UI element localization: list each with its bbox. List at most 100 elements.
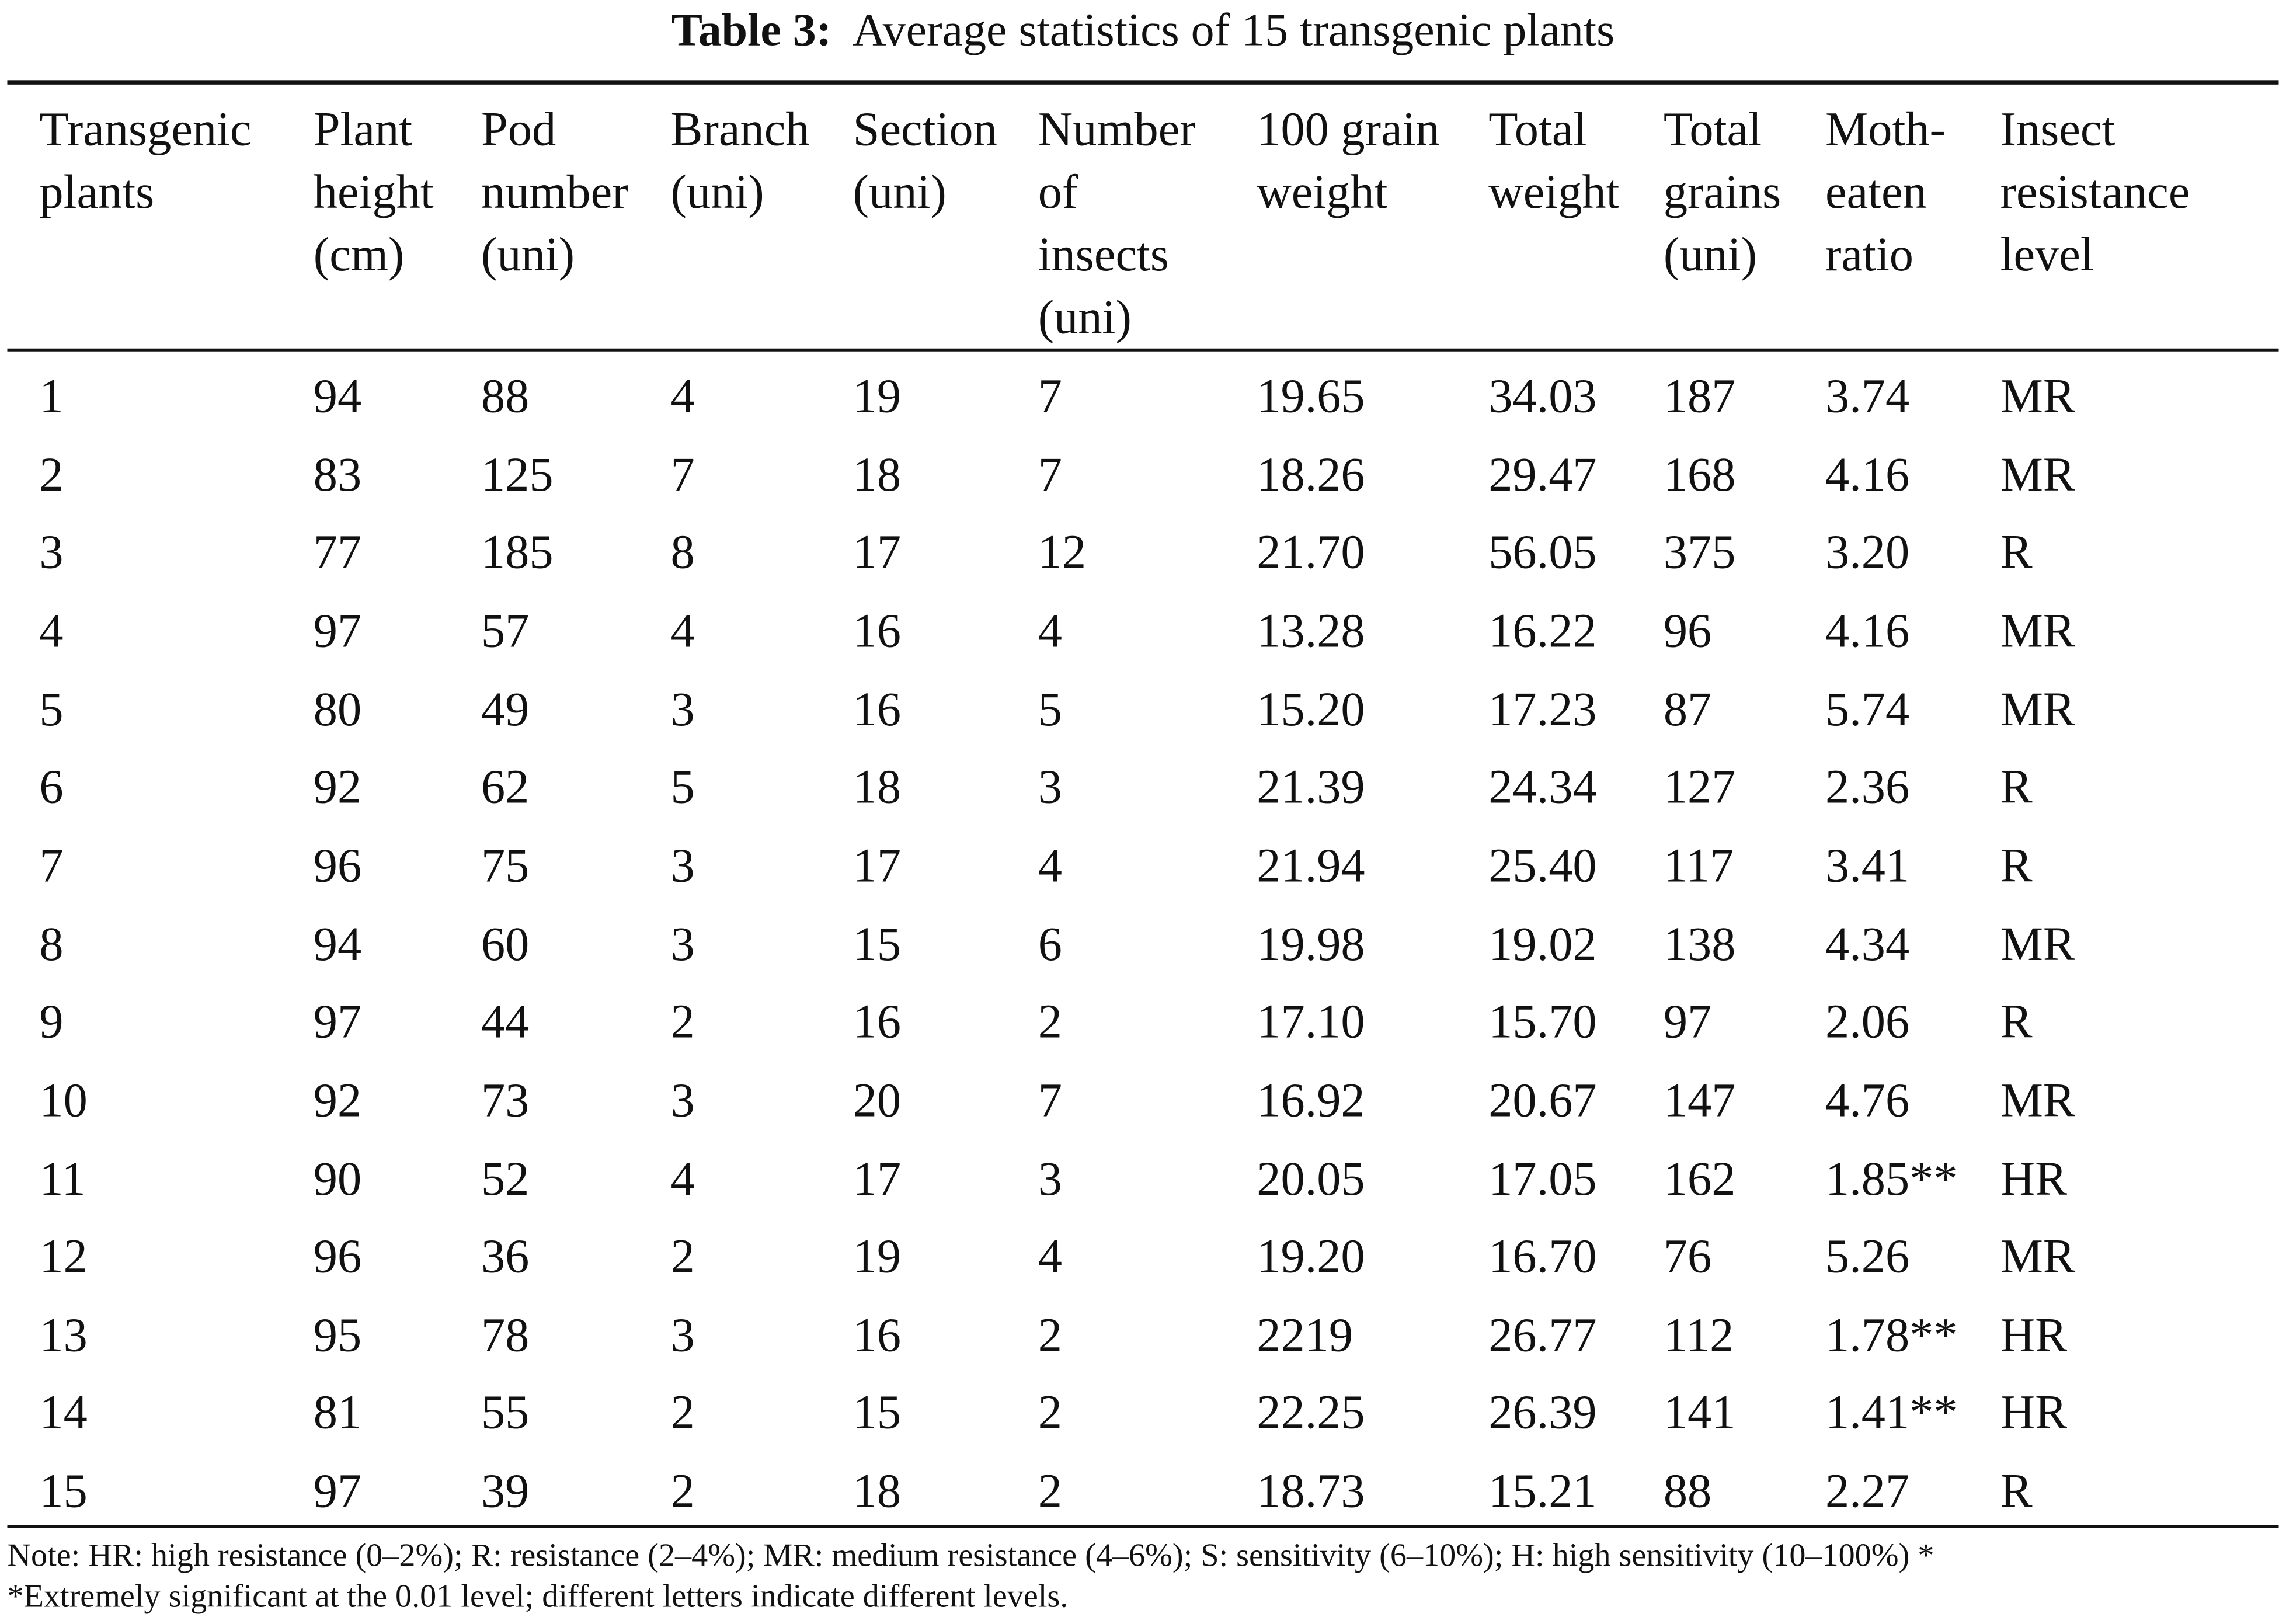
table-cell: 87: [1663, 684, 1712, 737]
table-cell: 5: [1038, 684, 1062, 737]
table-cell: 75: [481, 840, 530, 893]
table-cell: 3: [670, 1074, 695, 1128]
table-cell: 5.26: [1825, 1231, 1910, 1284]
table-cell: 4.16: [1825, 606, 1910, 659]
table-cell: 3: [39, 527, 64, 580]
table-cell: 25.40: [1488, 840, 1597, 893]
table-cell: 90: [313, 1153, 362, 1206]
table-cell: 15.21: [1488, 1466, 1597, 1519]
table-cell: 4: [39, 606, 64, 659]
table-cell: 4.16: [1825, 449, 1910, 502]
title-text: Average statistics of 15 transgenic plan…: [852, 2, 1615, 55]
table-cell: 8: [39, 919, 64, 971]
table-cell: 13.28: [1257, 606, 1365, 659]
header-rule: [7, 348, 2279, 352]
table-cell: 125: [481, 449, 554, 502]
title-label: Table 3:: [671, 2, 832, 55]
table-cell: 7: [1038, 371, 1062, 424]
table-cell: 20: [853, 1074, 902, 1128]
table-cell: 18: [853, 762, 902, 815]
table-cell: 4: [670, 1153, 695, 1206]
table-cell: R: [2000, 997, 2033, 1049]
table-cell: 97: [1663, 997, 1712, 1049]
table-cell: 16.92: [1257, 1074, 1365, 1128]
table-cell: MR: [2000, 1074, 2075, 1128]
table-cell: 3.74: [1825, 371, 1910, 424]
table-cell: 3: [670, 1309, 695, 1362]
header-cell: Total: [1488, 104, 1587, 157]
table-cell: 18.26: [1257, 449, 1365, 502]
table-cell: 1.41**: [1825, 1387, 1958, 1441]
table-cell: 3.20: [1825, 527, 1910, 580]
table-cell: 39: [481, 1466, 530, 1519]
table-cell: 22.25: [1257, 1387, 1365, 1441]
top-rule: [7, 80, 2279, 85]
table-cell: 26.77: [1488, 1309, 1597, 1362]
table-cell: 52: [481, 1153, 530, 1206]
table-cell: 34.03: [1488, 371, 1597, 424]
table-cell: 2: [670, 1387, 695, 1441]
table-cell: 1.78**: [1825, 1309, 1958, 1362]
table-cell: 62: [481, 762, 530, 815]
table-cell: 16: [853, 684, 902, 737]
table-cell: 92: [313, 762, 362, 815]
table-cell: 83: [313, 449, 362, 502]
table-cell: 21.39: [1257, 762, 1365, 815]
table-cell: 10: [39, 1074, 88, 1128]
table-cell: MR: [2000, 684, 2075, 737]
header-cell: (uni): [1038, 292, 1132, 345]
header-cell: Total: [1663, 104, 1762, 157]
table-cell: HR: [2000, 1309, 2068, 1362]
table-cell: 375: [1663, 527, 1736, 580]
table-cell: 88: [481, 371, 530, 424]
table-cell: 95: [313, 1309, 362, 1362]
table-cell: 13: [39, 1309, 88, 1362]
table-cell: 78: [481, 1309, 530, 1362]
table-cell: 2: [1038, 1466, 1062, 1519]
table-cell: 18: [853, 1466, 902, 1519]
table-cell: 29.47: [1488, 449, 1597, 502]
header-cell: Number: [1038, 104, 1196, 157]
table-cell: 55: [481, 1387, 530, 1441]
header-cell: Branch: [670, 104, 810, 157]
table-cell: 3: [670, 840, 695, 893]
header-cell: number: [481, 166, 628, 220]
table-cell: R: [2000, 527, 2033, 580]
table-cell: 6: [39, 762, 64, 815]
table-cell: 127: [1663, 762, 1736, 815]
table-cell: MR: [2000, 449, 2075, 502]
table-cell: 4.76: [1825, 1074, 1910, 1128]
header-cell: (uni): [1663, 229, 1758, 283]
table-cell: 16: [853, 1309, 902, 1362]
table-cell: 19: [853, 1231, 902, 1284]
table-cell: 5: [670, 762, 695, 815]
table-cell: 138: [1663, 919, 1736, 971]
table-cell: 88: [1663, 1466, 1712, 1519]
table-cell: 4: [670, 371, 695, 424]
table-cell: 3: [670, 919, 695, 971]
table-cell: 15: [853, 919, 902, 971]
table-cell: 19.98: [1257, 919, 1365, 971]
table-cell: 162: [1663, 1153, 1736, 1206]
table-cell: 8: [670, 527, 695, 580]
table-cell: 11: [39, 1153, 86, 1206]
table-cell: 44: [481, 997, 530, 1049]
header-cell: grains: [1663, 166, 1782, 220]
table-cell: 7: [670, 449, 695, 502]
header-cell: insects: [1038, 229, 1170, 283]
table-cell: 185: [481, 527, 554, 580]
table-cell: 3: [1038, 1153, 1062, 1206]
table-cell: 147: [1663, 1074, 1736, 1128]
table-cell: 17.23: [1488, 684, 1597, 737]
table-cell: R: [2000, 762, 2033, 815]
table-cell: 94: [313, 919, 362, 971]
table-cell: HR: [2000, 1387, 2068, 1441]
table-cell: 20.67: [1488, 1074, 1597, 1128]
table-cell: MR: [2000, 1231, 2075, 1284]
header-cell: Plant: [313, 104, 413, 157]
table-cell: 14: [39, 1387, 88, 1441]
table-cell: 97: [313, 1466, 362, 1519]
header-cell: (uni): [853, 166, 947, 220]
table-cell: 97: [313, 997, 362, 1049]
table-title: Table 3: Average statistics of 15 transg…: [0, 6, 2286, 53]
